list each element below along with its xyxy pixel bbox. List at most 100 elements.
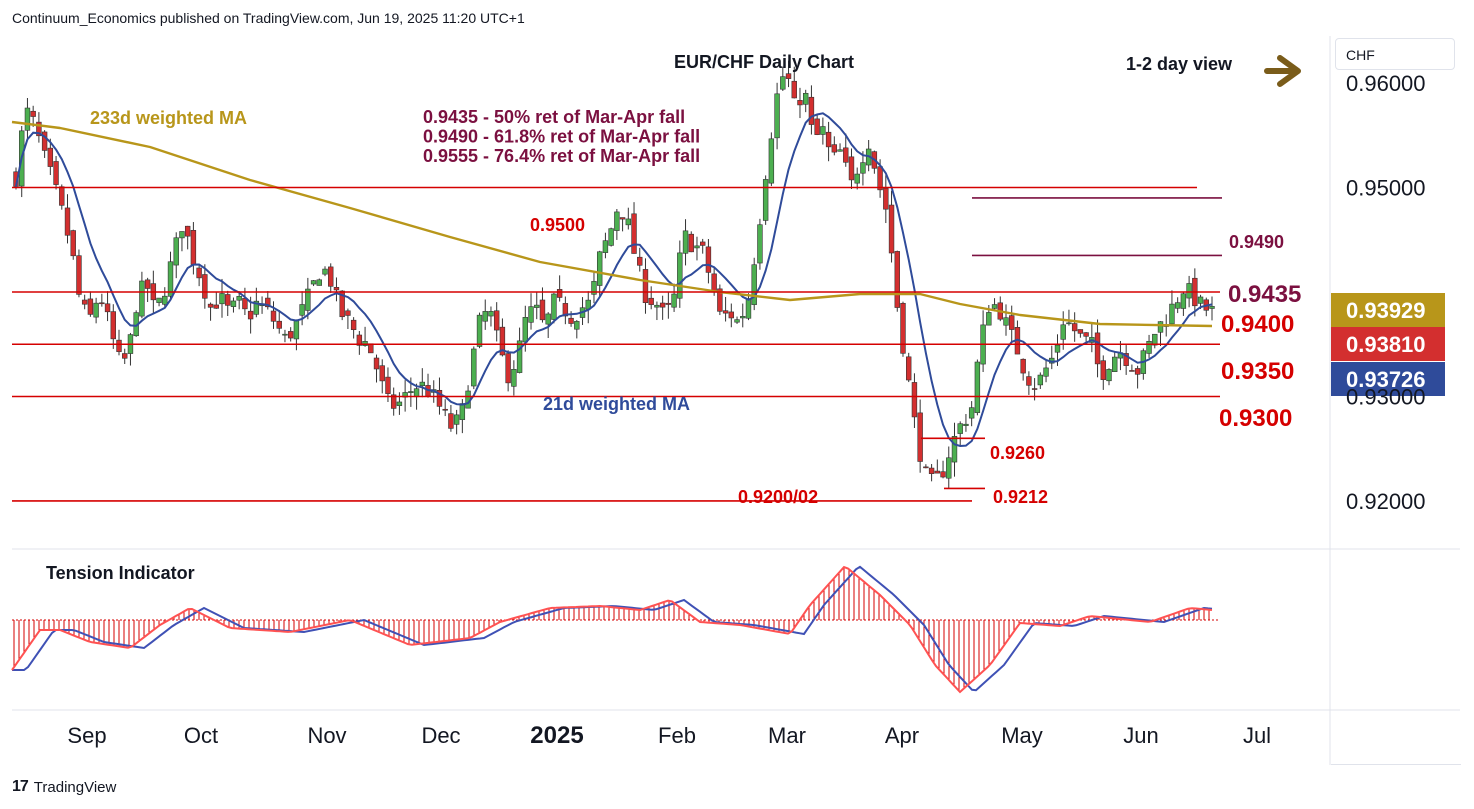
moving-averages [11, 112, 1213, 448]
candle-body [894, 251, 900, 308]
x-tick-label: Sep [67, 723, 106, 748]
candle-body [574, 321, 580, 330]
x-tick-label: Mar [768, 723, 806, 748]
candle-body [173, 237, 179, 266]
fib-annotation: 0.9555 - 76.4% ret of Mar-Apr fall [423, 146, 700, 166]
candle-body [276, 320, 282, 329]
candle-body [1174, 302, 1181, 309]
price-pane [12, 36, 1330, 729]
indicator-title: Tension Indicator [46, 563, 195, 583]
candle-body [528, 306, 534, 323]
candle-body [196, 267, 202, 279]
candle-body [511, 369, 517, 387]
indicator-main-line [11, 565, 1213, 694]
candle-body [768, 138, 775, 184]
candle-body [848, 156, 855, 181]
candle-body [350, 319, 357, 331]
candle-body [30, 110, 36, 117]
tension-indicator-pane: Tension Indicator [11, 563, 1218, 694]
candle-body [1009, 315, 1015, 330]
candle-body [951, 436, 958, 463]
candle-body [356, 334, 363, 346]
candle-body [785, 73, 792, 79]
candle-body [608, 228, 614, 246]
candle-body [253, 300, 260, 315]
axes: 0.96000 0.95000 0.93000 0.92000 Sep Oct Nov Dec… [12, 36, 1461, 765]
candle-body [659, 302, 666, 308]
candle-body [1083, 332, 1089, 337]
candle-body [648, 297, 654, 305]
candle-body [946, 457, 952, 479]
candle-body [184, 225, 191, 237]
candle-body [81, 299, 88, 305]
candle-body [270, 310, 277, 322]
candle-body [986, 312, 992, 326]
candle-body [757, 224, 763, 264]
candle-body [637, 256, 643, 266]
candle-body [522, 317, 529, 343]
short-level-label: 0.9212 [993, 487, 1048, 507]
candle-body [345, 310, 351, 316]
candle-body [711, 273, 717, 293]
candle-body [1071, 323, 1078, 332]
candle-body [619, 217, 626, 220]
candle-body [562, 303, 569, 317]
candle-body [207, 303, 214, 308]
candle-body [448, 413, 454, 429]
candle-body [385, 376, 391, 394]
candle-body [991, 304, 998, 309]
level-label: 0.9500 [530, 215, 585, 235]
candle-body [808, 96, 815, 125]
candle-body [116, 339, 122, 352]
candle-body [1100, 360, 1106, 380]
candle-body [1026, 376, 1032, 386]
candle-body [1180, 293, 1187, 309]
candle-body [305, 288, 311, 311]
candle-body [780, 76, 786, 90]
x-tick-label: Jun [1123, 723, 1158, 748]
candle-body [1146, 340, 1152, 354]
candle-body [373, 357, 380, 370]
price-unit-selector[interactable]: CHF [1335, 38, 1455, 70]
candle-body [1209, 306, 1215, 309]
candle-body [751, 264, 757, 305]
candle-body [820, 126, 826, 135]
candle-body [1060, 324, 1066, 340]
level-label: 0.9350 [1221, 358, 1294, 385]
candle-body [322, 268, 328, 275]
candle-body [122, 353, 128, 359]
last-value-badge [1331, 362, 1445, 396]
candle-body [1152, 333, 1158, 346]
candle-body [900, 302, 906, 354]
candle-body [745, 298, 752, 319]
candle-body [36, 121, 42, 137]
candle-body [928, 467, 935, 474]
candle-body [1112, 356, 1118, 372]
candle-body [1077, 329, 1084, 334]
short-level-label: 0.9435 [1228, 281, 1301, 308]
candle-body [167, 261, 174, 297]
chart-title: EUR/CHF Daily Chart [674, 52, 854, 72]
chart-labels: EUR/CHF Daily Chart 1-2 day view 233d weig… [90, 52, 1445, 507]
wma21-label: 21d weighted MA [543, 394, 690, 414]
candle-body [219, 293, 225, 305]
candle-body [179, 231, 185, 239]
candle-body [328, 266, 334, 287]
candle-body [631, 213, 637, 254]
candle-body [419, 381, 425, 387]
candle-body [860, 162, 866, 174]
candle-body [1197, 296, 1204, 304]
candle-body [1134, 368, 1141, 375]
corner-border [1331, 764, 1461, 765]
candle-body [791, 80, 797, 99]
candle-body [705, 246, 712, 273]
candle-body [139, 280, 145, 317]
candle-body [545, 313, 551, 325]
candle-body [883, 188, 889, 210]
x-tick-label: Jul [1243, 723, 1271, 748]
candle-body [505, 353, 511, 384]
candle-body [797, 100, 803, 106]
candle-body [471, 348, 477, 387]
candle-body [843, 147, 849, 163]
candle-body [762, 179, 769, 221]
